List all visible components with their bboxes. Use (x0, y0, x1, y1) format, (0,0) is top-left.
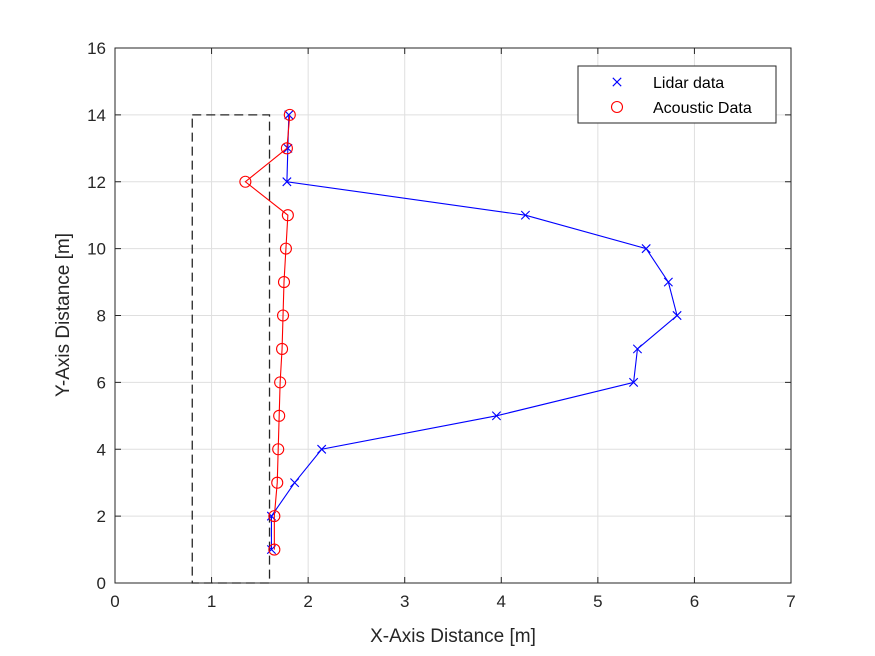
x-tick-label: 0 (110, 592, 119, 611)
data-point-stroke-b (628, 377, 639, 387)
legend-label-0: Lidar data (653, 75, 724, 92)
legend-marker-0-stroke-b (612, 77, 622, 87)
legend-marker-0 (612, 77, 622, 87)
data-point (281, 209, 294, 222)
x-tick-label: 5 (593, 592, 602, 611)
data-point (317, 444, 327, 454)
data-point-stroke-b (282, 177, 292, 187)
data-point (491, 411, 502, 421)
data-point (271, 476, 284, 489)
y-tick-label: 6 (97, 373, 106, 392)
data-point (277, 276, 291, 289)
data-point (268, 510, 281, 523)
data-point (282, 177, 292, 187)
x-tick-label: 7 (786, 592, 795, 611)
data-point (279, 242, 292, 255)
data-point (628, 377, 639, 387)
series-1 (239, 108, 296, 556)
data-point-stroke-b (284, 110, 294, 120)
data-point (276, 309, 290, 322)
data-point-stroke-b (632, 344, 643, 354)
x-tick-label: 6 (690, 592, 699, 611)
data-point-stroke-b (663, 277, 673, 287)
y-tick-label: 4 (97, 440, 106, 459)
x-tick-label: 2 (303, 592, 312, 611)
y-tick-label: 8 (97, 307, 106, 326)
data-point-stroke-b (672, 310, 682, 321)
data-point-stroke-b (290, 478, 300, 488)
legend-marker-1 (610, 100, 624, 114)
data-point (280, 142, 293, 155)
dashed-region-box (191, 114, 271, 584)
series-0 (266, 110, 682, 555)
data-point-stroke-b (520, 210, 531, 220)
x-tick-label: 1 (207, 592, 216, 611)
data-point (672, 310, 682, 321)
y-tick-label: 2 (97, 507, 106, 526)
data-point (272, 443, 285, 456)
series-line-0 (270, 114, 678, 550)
data-point (283, 108, 296, 121)
data-point (663, 277, 673, 287)
data-point (276, 342, 289, 355)
data-point-stroke-b (641, 244, 651, 254)
data-point (274, 376, 287, 389)
data-point-stroke-b (491, 411, 502, 421)
legend: Lidar data Acoustic Data (577, 65, 777, 124)
data-point (239, 175, 252, 188)
annotations (191, 114, 271, 584)
y-tick-label: 0 (97, 574, 106, 593)
data-point (273, 409, 286, 422)
data-point-stroke-b (283, 143, 293, 153)
y-tick-label: 16 (87, 39, 106, 58)
x-axis-label: X-Axis Distance [m] (370, 626, 536, 647)
y-axis-label: Y-Axis Distance [m] (53, 233, 74, 397)
x-tick-label: 4 (497, 592, 506, 611)
series-layer (239, 108, 682, 556)
x-tick-label: 3 (400, 592, 409, 611)
data-point (284, 110, 294, 120)
data-point (520, 210, 531, 220)
data-point (641, 244, 651, 254)
legend-label-1: Acoustic Data (653, 100, 752, 117)
data-point (268, 543, 281, 556)
y-tick-label: 12 (87, 173, 106, 192)
data-point (283, 143, 293, 153)
data-point (290, 478, 300, 488)
y-tick-label: 14 (87, 106, 106, 125)
legend-box (577, 65, 777, 124)
data-point-stroke-b (317, 444, 327, 454)
y-tick-label: 10 (87, 240, 106, 259)
data-point (632, 344, 643, 354)
